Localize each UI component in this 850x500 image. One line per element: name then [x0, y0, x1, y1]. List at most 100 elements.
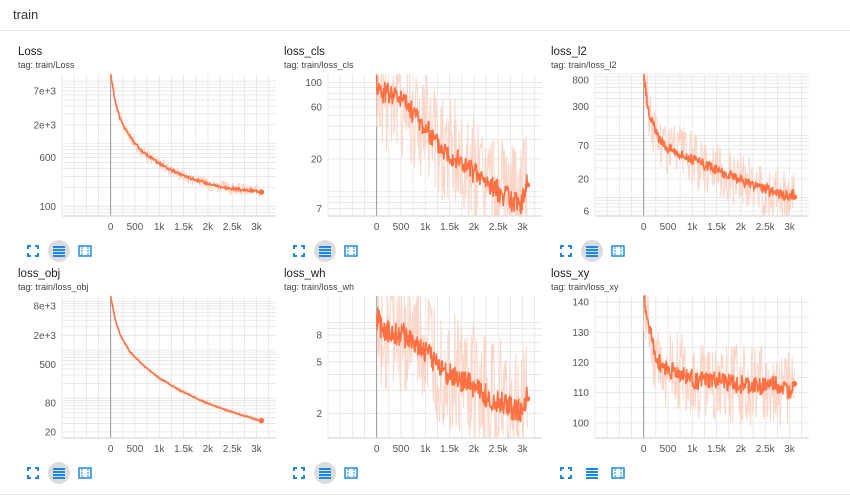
section-header[interactable]: train [0, 0, 850, 31]
chart-card-loss-wh: loss_wh tag: train/loss_wh 8 5 2 0 500 1k 1.5k 2k… [284, 268, 546, 500]
line-chart[interactable]: 800 300 70 20 6 0 500 1k 1.5k 2k 2.5k 3k [551, 70, 813, 240]
x-tick-label: 0 [374, 444, 380, 455]
chart-title: loss_obj [18, 268, 61, 280]
chart-tag: tag: train/loss_obj [18, 282, 89, 292]
log-scale-button[interactable] [314, 240, 336, 262]
x-tick-label: 0 [641, 222, 647, 233]
log-scale-icon [319, 246, 331, 257]
download-button[interactable] [340, 240, 362, 262]
x-tick-label: 2k [469, 444, 481, 455]
x-tick-label: 3k [784, 222, 796, 233]
y-tick-label: 20 [311, 154, 323, 165]
x-tick-label: 1k [154, 222, 166, 233]
y-tick-label: 140 [572, 298, 589, 309]
raw-series [376, 295, 528, 439]
line-chart[interactable]: 8 5 2 0 500 1k 1.5k 2k 2.5k 3k [284, 292, 546, 462]
smoothed-series[interactable] [375, 307, 529, 423]
log-scale-button[interactable] [314, 462, 336, 484]
chart-toolbar [288, 240, 388, 262]
y-tick-label: 20 [45, 427, 57, 438]
x-tick-label: 1k [420, 444, 432, 455]
download-button[interactable] [607, 240, 629, 262]
y-tick-label: 80 [45, 398, 57, 409]
x-tick-label: 3k [517, 444, 529, 455]
y-tick-label: 5 [316, 357, 322, 368]
fit-domain-button[interactable] [288, 240, 310, 262]
download-button[interactable] [74, 240, 96, 262]
log-scale-icon [53, 246, 65, 257]
grid [61, 74, 276, 217]
last-point [524, 182, 531, 188]
fit-domain-button[interactable] [22, 462, 44, 484]
line-chart[interactable]: 8e+3 2e+3 500 80 20 0 500 1k 1.5k 2k 2.5k 3k [18, 292, 280, 462]
chart-card-loss-xy: loss_xy tag: train/loss_xy 140 130 120 110 100… [551, 268, 813, 500]
smoothed-series[interactable] [109, 295, 263, 422]
x-tick-label: 2k [469, 222, 481, 233]
download-icon [78, 245, 92, 257]
fit-domain-button[interactable] [555, 462, 577, 484]
chart-title: loss_l2 [551, 46, 587, 58]
chart-title: loss_cls [284, 46, 325, 58]
x-tick-label: 1k [687, 222, 699, 233]
y-tick-label: 120 [572, 358, 589, 369]
x-tick-label: 1.5k [440, 444, 460, 455]
last-point [791, 194, 798, 200]
y-tick-label: 8e+3 [33, 302, 56, 313]
y-tick-label: 800 [572, 75, 589, 86]
x-tick-label: 500 [660, 222, 677, 233]
fit-domain-button[interactable] [22, 240, 44, 262]
line-chart[interactable]: 100 60 20 7 0 500 1k 1.5k 2k 2.5k 3k [284, 70, 546, 240]
chart-tag: tag: train/loss_xy [551, 282, 619, 292]
raw-series [110, 73, 262, 198]
download-icon [611, 245, 625, 257]
bottom-divider [0, 494, 850, 495]
smoothed-series[interactable] [643, 295, 796, 400]
log-scale-button[interactable] [48, 462, 70, 484]
last-point [524, 395, 531, 402]
fit-domain-button[interactable] [555, 240, 577, 262]
fit-domain-button[interactable] [288, 462, 310, 484]
chart-toolbar [555, 462, 655, 484]
line-chart[interactable]: 140 130 120 110 100 0 500 1k 1.5k 2k 2.5k 3k [551, 292, 813, 462]
log-scale-button[interactable] [48, 240, 70, 262]
x-tick-label: 1.5k [174, 444, 194, 455]
x-tick-label: 500 [660, 444, 677, 455]
fit-domain-icon [560, 245, 572, 257]
chart-card-loss-l2: loss_l2 tag: train/loss_l2 800 300 70 20 6 0 500… [551, 46, 813, 278]
y-tick-label: 2e+3 [33, 120, 56, 131]
y-tick-label: 7 [316, 204, 322, 215]
download-button[interactable] [340, 462, 362, 484]
smoothed-series[interactable] [642, 73, 796, 201]
x-tick-label: 2.5k [489, 222, 509, 233]
y-tick-label: 600 [39, 153, 56, 164]
x-tick-label: 1.5k [707, 444, 727, 455]
download-button[interactable] [74, 462, 96, 484]
chart-title: Loss [18, 46, 43, 58]
chart-card-loss-obj: loss_obj tag: train/loss_obj 8e+3 2e+3 500 80… [18, 268, 280, 500]
y-tick-label: 6 [583, 207, 589, 218]
y-tick-label: 100 [39, 202, 56, 213]
last-point [791, 381, 798, 387]
chart-card-loss: Loss tag: train/Loss 7e+3 2e+3 600 100 0 500 1k 1… [18, 46, 280, 278]
chart-card-loss-cls: loss_cls tag: train/loss_cls 100 60 20 7 0 500 1… [284, 46, 546, 278]
chart-tag: tag: train/loss_l2 [551, 60, 617, 70]
x-tick-label: 0 [108, 444, 114, 455]
fit-domain-icon [27, 467, 39, 479]
x-tick-label: 2.5k [756, 222, 776, 233]
x-tick-label: 2k [736, 444, 748, 455]
download-button[interactable] [607, 462, 629, 484]
chart-tag: tag: train/Loss [18, 60, 75, 70]
y-tick-label: 2e+3 [33, 331, 56, 342]
last-point [258, 417, 265, 424]
x-tick-label: 1k [420, 222, 432, 233]
line-chart[interactable]: 7e+3 2e+3 600 100 0 500 1k 1.5k 2k 2.5k 3k [18, 70, 280, 240]
smoothed-series[interactable] [375, 74, 529, 215]
x-tick-label: 2.5k [223, 222, 243, 233]
x-tick-label: 3k [251, 222, 263, 233]
log-scale-button[interactable] [581, 240, 603, 262]
log-scale-button[interactable] [581, 462, 603, 484]
download-icon [78, 467, 92, 479]
smoothed-series[interactable] [109, 73, 262, 194]
x-tick-label: 1k [154, 444, 166, 455]
y-tick-label: 8 [316, 331, 322, 342]
